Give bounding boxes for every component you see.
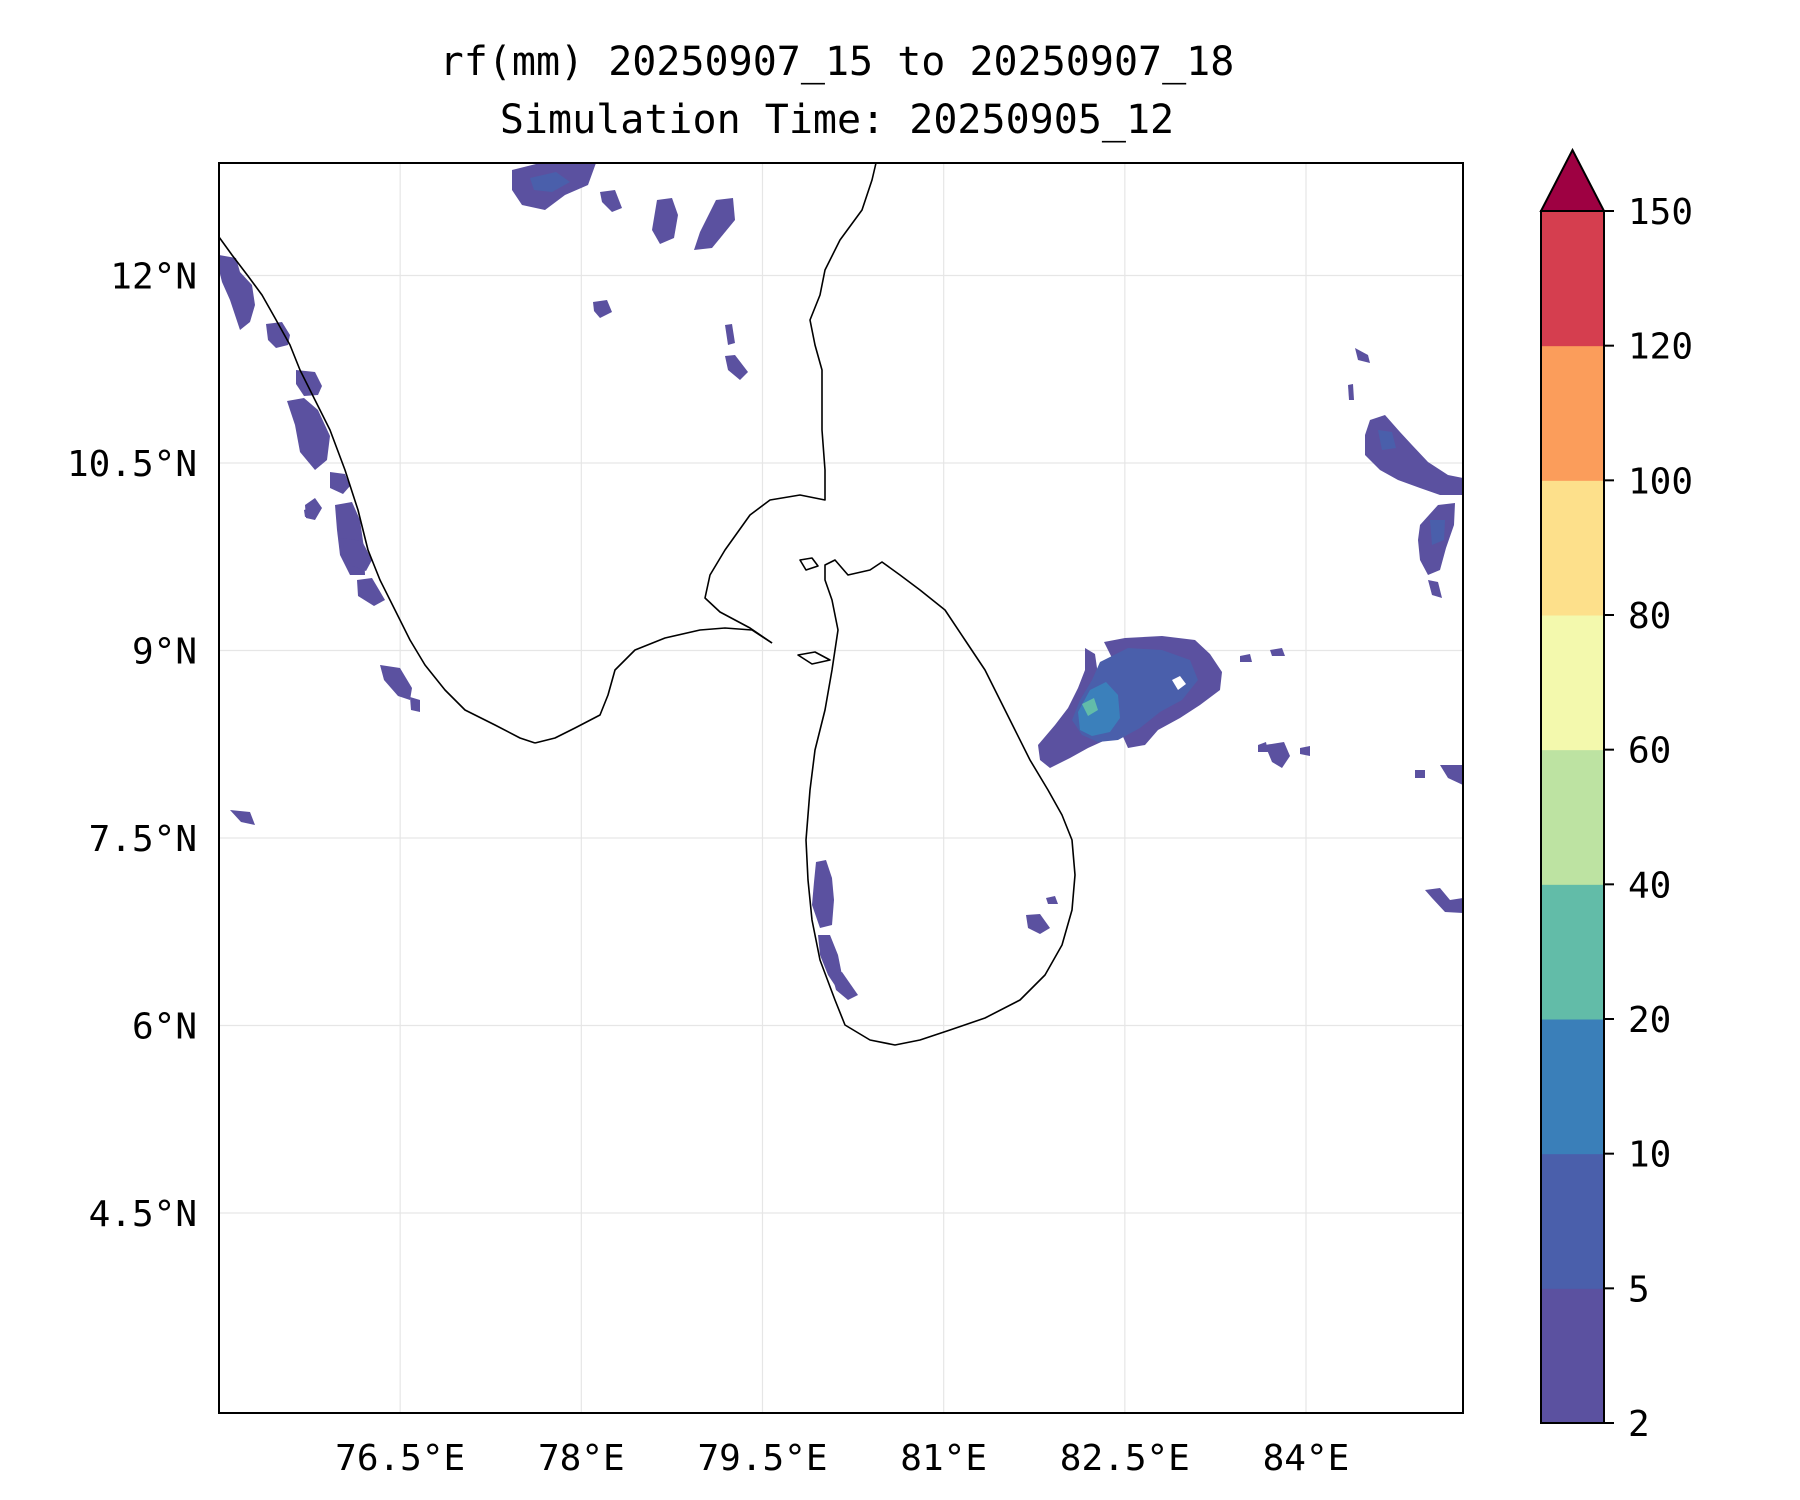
colorbar: 2 5 10 20 40 60 80 100 120 150 [1539,147,1693,1445]
colorbar-tick-label: 150 [1628,192,1693,233]
latitude-ticks: 12°N 10.5°N 9°N 7.5°N 6°N 4.5°N [67,257,197,1236]
rain-cell-kerala-f [340,538,372,571]
map-panel: 76.5°E 78°E 79.5°E 81°E 82.5°E 84°E 12°N 10.5°… [67,162,1464,1479]
gridlines [219,163,1463,1413]
colorbar-tick-label: 40 [1628,865,1671,906]
colorbar-segment [1541,884,1604,1020]
rain-cell-kerala-l [304,508,311,517]
rain-cell-north-a-core [530,172,570,192]
rain-cell-east-main-20 [1082,698,1098,716]
rain-cell-far-east-c [1428,580,1442,598]
rain-cell-north-d [694,198,735,250]
rain-cell-kerala-d [330,472,350,494]
rain-cell-far-east-b-core [1430,520,1445,545]
lon-tick-label: 78°E [538,1438,625,1479]
colorbar-segment [1541,1153,1604,1289]
rain-cell-east-small-d [1258,742,1268,752]
rain-cell-far-east-a-core [1378,430,1396,450]
lon-tick-label: 76.5°E [335,1438,465,1479]
rain-cell-kerala-a [266,322,290,348]
rain-cell-lk-west-c [832,972,858,1000]
colorbar-tick-label: 60 [1628,731,1671,772]
rain-cell-north-e [593,300,612,318]
lon-tick-label: 84°E [1263,1438,1350,1479]
rain-cell-north-g [725,355,748,380]
colorbar-segment [1541,345,1604,481]
title-line-1: rf(mm) 20250907_15 to 20250907_18 [440,39,1235,85]
rain-cell-far-east-h [1425,888,1463,913]
colorbar-extend-arrow [1539,147,1606,212]
coastline-sri-lanka [805,559,1076,1046]
map-background [219,163,1463,1413]
rain-cell-kerala-north [219,255,255,330]
lon-tick-label: 82.5°E [1060,1438,1190,1479]
colorbar-segment [1541,749,1604,885]
rain-cell-far-east-e [1348,384,1354,400]
rainfall-fields [219,163,1463,1000]
rain-cell-far-east-d [1355,348,1370,363]
colorbar-tick-label: 20 [1628,1000,1671,1041]
rain-cell-north-c [652,198,678,244]
colorbar-segment [1541,480,1604,616]
lat-tick-label: 10.5°N [67,444,197,485]
colorbar-segment [1541,615,1604,751]
rain-cell-lk-west-a [812,860,834,928]
rain-cell-east-small-c [1265,742,1290,768]
longitude-ticks: 76.5°E 78°E 79.5°E 81°E 82.5°E 84°E [335,1438,1349,1479]
rain-cell-kerala-j [410,697,420,712]
colorbar-segment [1541,1288,1604,1424]
rain-cell-east-small-e [1300,746,1310,756]
rain-cell-east-small-f [1026,914,1050,934]
colorbar-segment [1541,211,1604,347]
colorbar-tick-label: 5 [1628,1269,1650,1310]
coastline-jaffna-island [799,557,819,571]
colorbar-frame [1540,210,1605,1424]
coastline-palk-strait [704,162,877,644]
coastline-mannar [797,651,831,665]
rain-cell-kerala-h [357,578,385,606]
colorbar-tick-label: 2 [1628,1404,1650,1445]
map-frame [218,162,1464,1414]
colorbar-segment [1541,1019,1604,1155]
rain-cell-kerala-c [287,398,330,470]
lat-tick-label: 4.5°N [89,1194,197,1235]
rain-cell-east-main-10 [1078,682,1120,736]
rain-cell-far-east-f [1440,765,1463,785]
lat-tick-label: 6°N [132,1007,197,1048]
colorbar-tick-label: 120 [1628,327,1693,368]
title-line-2: Simulation Time: 20250905_12 [500,97,1174,143]
rain-cell-kerala-i [380,665,412,700]
coastline-india-west [218,236,536,744]
lon-tick-label: 81°E [900,1438,987,1479]
rain-cell-east-small-a [1240,654,1252,662]
lat-tick-label: 9°N [132,632,197,673]
lat-tick-label: 7.5°N [89,819,197,860]
colorbar-tick-label: 10 [1628,1135,1671,1176]
rain-gap-east-main [1172,676,1186,690]
rain-cell-kerala-k [230,810,255,825]
rain-cell-east-small-b [1270,648,1285,656]
rain-cell-north-f [725,324,735,345]
lon-tick-label: 79.5°E [697,1438,827,1479]
rain-cell-far-east-g [1415,770,1425,778]
lat-tick-label: 12°N [110,257,197,298]
rain-cell-east-small-g [1046,896,1058,904]
rain-cell-north-b [600,190,622,212]
colorbar-tick-label: 80 [1628,596,1671,637]
colorbar-tick-label: 100 [1628,461,1693,502]
coastlines [218,162,1076,1046]
coastline-india-south-east [534,627,773,744]
